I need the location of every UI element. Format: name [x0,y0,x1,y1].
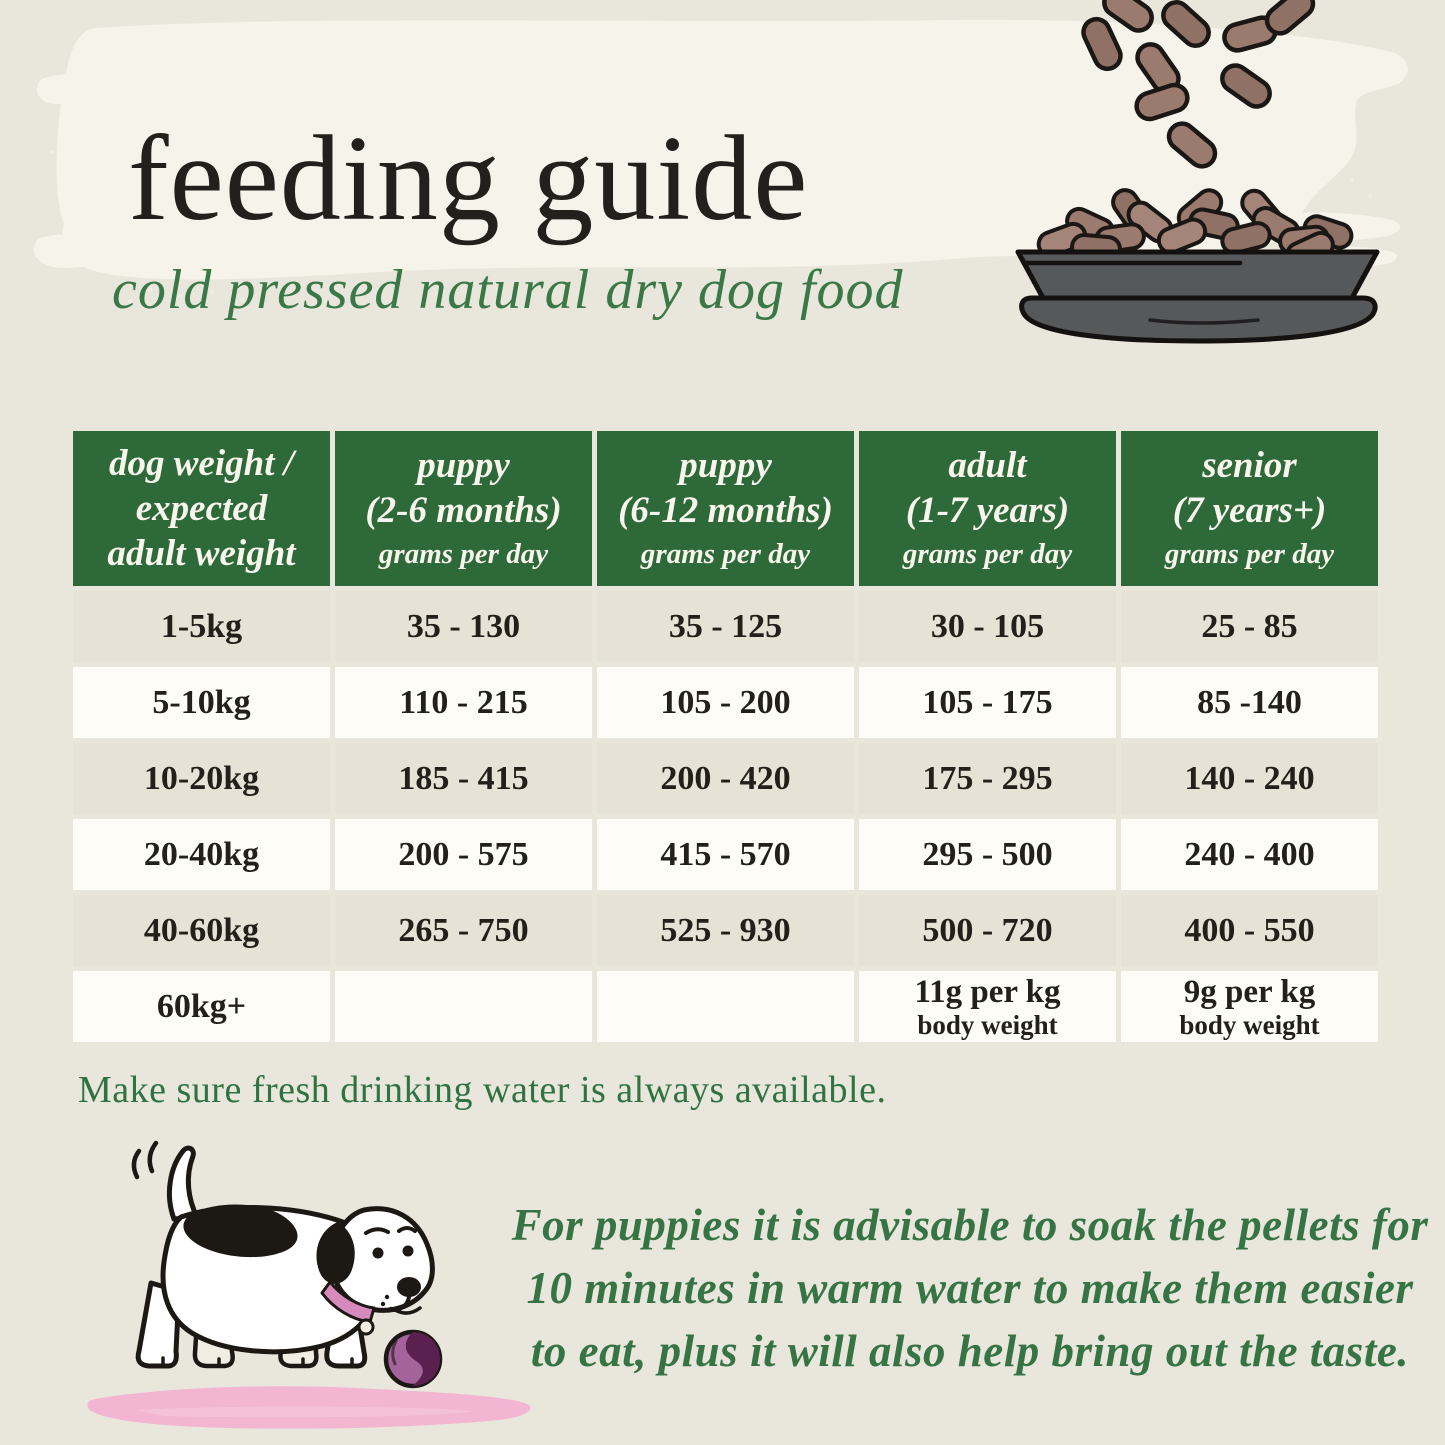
table-cell: 1-5kg [73,591,330,662]
dog-bowl-illustration [1015,0,1380,344]
header-dog-weight: dog weight / expected adult weight [73,431,330,586]
header-puppy-6-12: puppy (6-12 months) grams per day [597,431,854,586]
table-cell: 415 - 570 [597,819,854,890]
collar-tag [357,1318,375,1336]
table-cell [597,971,854,1042]
food-bowl-icon [1015,249,1380,344]
table-cell: 9g per kg body weight [1121,971,1378,1042]
header-senior: senior (7 years+) grams per day [1121,431,1378,586]
table-cell: 105 - 175 [859,667,1116,738]
falling-pellets-icon [1081,0,1316,169]
table-cell: 25 - 85 [1121,591,1378,662]
table-cell: 400 - 550 [1121,895,1378,966]
puppy-ear [316,1222,355,1284]
table-cell: 40-60kg [73,895,330,966]
puppy-eye-left [372,1247,384,1259]
feeding-table: dog weight / expected adult weight puppy… [73,431,1378,1042]
table-cell: 500 - 720 [859,895,1116,966]
table-cell [335,971,592,1042]
water-note: Make sure fresh drinking water is always… [78,1069,887,1111]
puppy-tail [166,1145,200,1222]
puppy-nose [397,1277,421,1297]
table-cell: 110 - 215 [335,667,592,738]
table-cell: 265 - 750 [335,895,592,966]
puppy-note-line3: to eat, plus it will also help bring out… [530,1326,1410,1376]
puppy-icon [135,1145,435,1369]
table-cell: 295 - 500 [859,819,1116,890]
puppy-soaking-note: For puppies it is advisable to soak the … [505,1194,1435,1383]
motion-lines-icon [131,1140,159,1180]
table-cell: 60kg+ [73,971,330,1042]
table-cell: 35 - 130 [335,591,592,662]
page-title: feeding guide [128,111,809,246]
table-cell: 11g per kg body weight [859,971,1116,1042]
header-puppy-2-6: puppy (2-6 months) grams per day [335,431,592,586]
page-subtitle: cold pressed natural dry dog food [112,259,904,321]
puppy-illustration [87,1140,531,1429]
table-cell: 175 - 295 [859,743,1116,814]
table-cell: 5-10kg [73,667,330,738]
pellet-heap-icon [1036,188,1354,270]
header-adult: adult (1-7 years) grams per day [859,431,1116,586]
table-cell: 20-40kg [73,819,330,890]
puppy-back-patch [183,1204,298,1258]
table-cell: 140 - 240 [1121,743,1378,814]
table-cell: 30 - 105 [859,591,1116,662]
ball-icon [383,1329,443,1389]
table-cell: 200 - 420 [597,743,854,814]
table-cell: 85 -140 [1121,667,1378,738]
table-cell: 240 - 400 [1121,819,1378,890]
table-cell: 10-20kg [73,743,330,814]
table-cell: 185 - 415 [335,743,592,814]
table-cell: 105 - 200 [597,667,854,738]
table-cell: 525 - 930 [597,895,854,966]
table-cell: 200 - 575 [335,819,592,890]
table-cell: 35 - 125 [597,591,854,662]
puppy-note-line1: For puppies it is advisable to soak the … [511,1200,1429,1250]
puppy-eye-right [402,1245,414,1257]
puppy-note-line2: 10 minutes in warm water to make them ea… [526,1263,1414,1313]
pink-brush-icon [87,1386,531,1429]
